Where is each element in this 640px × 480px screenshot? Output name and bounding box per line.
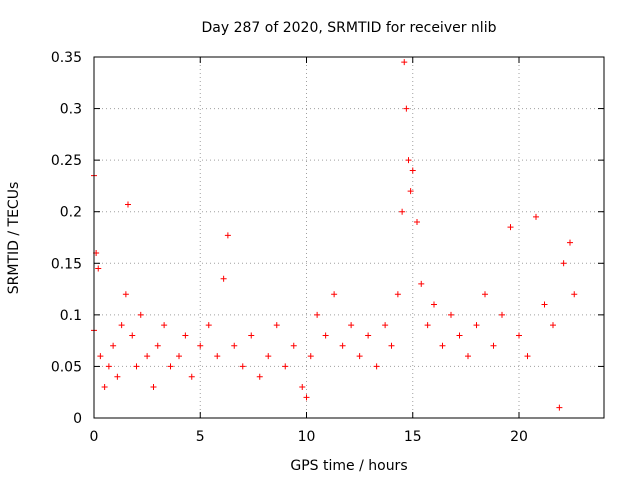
data-point [339,342,346,349]
data-point [388,342,395,349]
data-point [101,384,108,391]
data-point [448,311,454,318]
data-point [188,373,195,380]
data-point [373,363,380,370]
data-point [356,353,363,360]
y-tick-label: 0.1 [60,308,82,324]
data-point [239,363,246,370]
data-point [560,260,567,267]
data-point [418,280,425,287]
data-point [456,332,463,339]
data-point [403,105,410,112]
data-point [167,363,174,370]
data-point [424,322,431,329]
data-point [516,332,522,339]
data-point [129,332,136,339]
data-point [399,208,406,215]
data-point [550,322,556,329]
data-point [137,311,144,318]
data-point [144,353,151,360]
data-point [348,322,355,329]
y-tick-label: 0.2 [60,205,82,221]
y-tick-label: 0.15 [51,256,82,272]
data-point [490,342,497,349]
data-point [401,59,408,66]
data-point [556,404,563,411]
data-point [97,353,104,360]
data-point [282,363,289,370]
data-point [118,322,125,329]
data-point [176,353,182,360]
data-point [439,342,446,349]
x-tick-label: 20 [510,429,528,445]
data-point [273,322,280,329]
data-point [482,291,488,298]
data-point [499,311,505,318]
grid [94,57,604,418]
data-point [365,332,372,339]
data-point [541,301,548,308]
data-point [161,322,168,329]
y-tick-label: 0 [73,411,82,427]
chart-title: Day 287 of 2020, SRMTID for receiver nli… [202,20,497,36]
data-point [265,353,272,360]
data-point [182,332,189,339]
data-point [409,167,416,174]
data-points [91,59,578,411]
data-point [125,201,131,208]
data-point [114,373,121,380]
data-point [567,239,573,246]
data-point [303,394,310,401]
axis-ticks: 0 5 10 15 20 0 0.05 0.1 0.15 0.2 0.25 0.3 0.35 [51,50,604,445]
y-tick-label: 0.05 [51,359,82,375]
data-point [314,311,321,318]
data-point [331,291,338,298]
data-point [405,157,412,164]
data-point [431,301,437,308]
data-point [224,232,231,239]
data-point [105,363,112,370]
data-point [299,384,306,391]
data-point [394,291,401,298]
data-point [150,384,157,391]
data-point [154,342,161,349]
data-point [307,353,314,360]
data-point [524,353,531,360]
data-point [507,224,514,231]
data-point [571,291,578,298]
data-point [465,353,471,360]
data-point [248,332,255,339]
x-tick-label: 10 [298,429,316,445]
plot-frame [93,56,605,419]
data-point [290,342,297,349]
data-point [214,353,221,360]
data-point [205,322,212,329]
data-point [256,373,263,380]
data-point [231,342,238,349]
data-point [133,363,140,370]
data-point [407,188,414,195]
data-point [122,291,129,298]
data-point [197,342,204,349]
data-point [110,342,117,349]
data-point [414,219,420,226]
y-axis-title: SRMTID / TECUs [6,182,22,295]
data-point [382,322,389,329]
data-point [322,332,329,339]
data-point [533,213,539,220]
data-point [473,322,480,329]
y-tick-label: 0.3 [60,102,82,118]
data-point [95,265,102,272]
y-tick-label: 0.35 [51,50,82,66]
y-tick-label: 0.25 [51,153,82,169]
x-tick-label: 5 [196,429,205,445]
x-tick-label: 0 [90,429,99,445]
x-axis-title: GPS time / hours [290,458,407,474]
data-point [220,275,227,282]
x-tick-label: 15 [404,429,422,445]
